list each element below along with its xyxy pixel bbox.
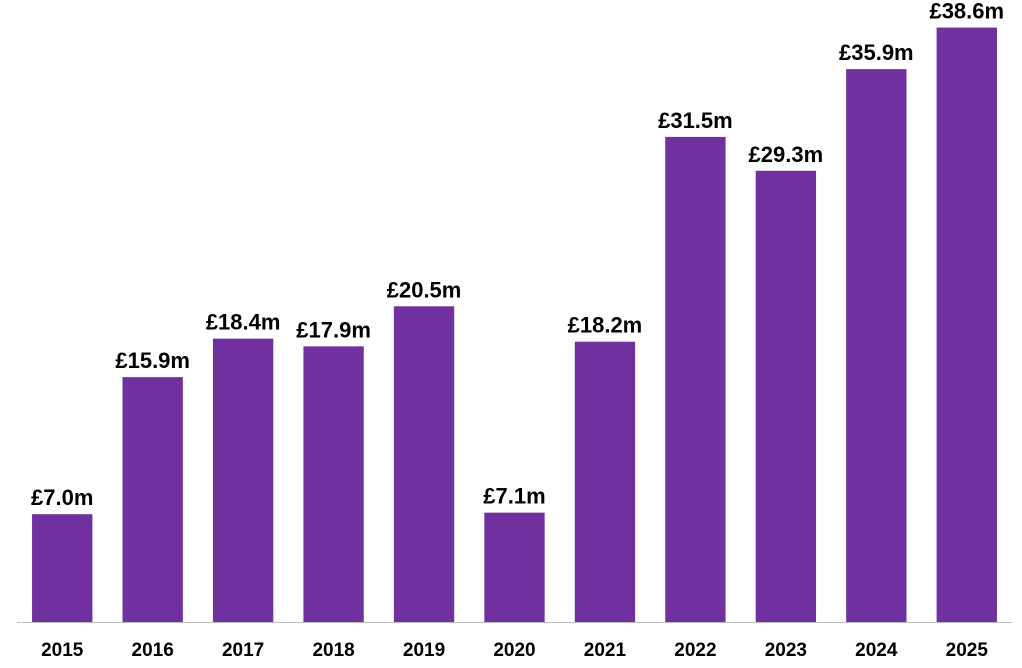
data-label-2024: £35.9m	[839, 40, 914, 65]
x-tick-label-2023: 2023	[765, 640, 807, 661]
bar-2015	[32, 514, 93, 622]
x-tick-label-2022: 2022	[674, 640, 716, 661]
bar-2025	[936, 27, 997, 623]
data-label-2019: £20.5m	[387, 277, 462, 302]
x-tick-label-2021: 2021	[584, 640, 627, 661]
data-label-2025: £38.6m	[929, 0, 1004, 24]
x-tick-labels-group: 2015 2016 2017 2018 2019 2020 2021 2022 2023 2024…	[41, 640, 988, 661]
bar-2019	[393, 306, 455, 622]
bars-group	[32, 27, 997, 623]
data-label-2023: £29.3m	[749, 142, 824, 167]
bar-2018	[303, 346, 364, 622]
data-label-2015: £7.0m	[31, 485, 93, 510]
data-labels-group: £7.0m £15.9m £18.4m £17.9m £20.5m £7.1m £18.2m…	[31, 0, 1004, 510]
data-label-2016: £15.9m	[115, 348, 190, 373]
x-tick-label-2025: 2025	[946, 640, 989, 661]
bar-2017	[212, 338, 274, 622]
data-label-2020: £7.1m	[483, 484, 545, 509]
bar-2024	[846, 69, 907, 622]
bar-2016	[122, 377, 183, 622]
x-tick-label-2020: 2020	[493, 640, 535, 661]
x-tick-label-2015: 2015	[41, 640, 84, 661]
bar-2022	[665, 136, 726, 622]
bar-2021	[574, 341, 636, 622]
data-label-2022: £31.5m	[658, 108, 733, 133]
bar-2023	[755, 170, 817, 622]
x-tick-label-2024: 2024	[855, 640, 898, 661]
x-tick-label-2018: 2018	[312, 640, 354, 661]
x-tick-label-2019: 2019	[403, 640, 445, 661]
data-label-2018: £17.9m	[296, 317, 371, 342]
bar-2020	[484, 512, 545, 622]
x-tick-label-2016: 2016	[132, 640, 174, 661]
data-label-2017: £18.4m	[206, 310, 281, 335]
x-tick-label-2017: 2017	[222, 640, 264, 661]
data-label-2021: £18.2m	[568, 313, 643, 338]
